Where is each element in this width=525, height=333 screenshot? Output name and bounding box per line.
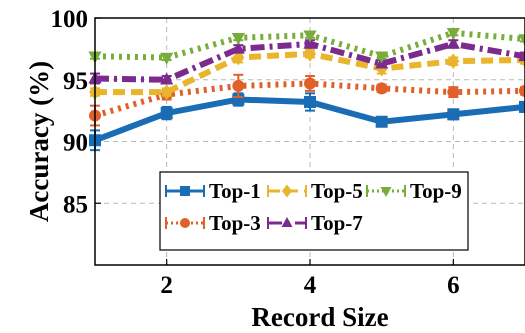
legend-item-top-1: Top-1 (165, 179, 261, 203)
legend-swatch-marker (282, 184, 292, 198)
series-top-5 (89, 46, 525, 100)
data-point (160, 84, 173, 100)
data-point (304, 46, 316, 62)
legend-label: Top-1 (209, 179, 261, 203)
tick-labels: 2 4 6 85 90 95 100 (51, 6, 460, 299)
data-point (232, 79, 245, 92)
series-top-7 (88, 36, 525, 85)
data-point (446, 36, 460, 49)
legend-label: Top-7 (311, 211, 363, 235)
legend: Top-1 Top-5 Top-9 Top-3 Top-7 (159, 171, 469, 251)
data-point (375, 115, 388, 128)
y-tick-label: 85 (63, 191, 88, 218)
data-point (518, 49, 525, 62)
data-point (231, 32, 245, 45)
y-tick-label: 95 (63, 68, 88, 95)
legend-swatch-marker (380, 187, 392, 197)
legend-swatch-marker (180, 218, 190, 228)
data-point (304, 95, 316, 108)
data-point (304, 77, 316, 90)
x-tick-label: 2 (160, 272, 173, 299)
legend-item-top-5: Top-5 (267, 179, 363, 203)
legend-label: Top-5 (311, 179, 363, 203)
data-point (303, 30, 317, 43)
data-point (447, 86, 460, 99)
legend-swatch-marker (180, 186, 190, 196)
x-tick-label: 4 (304, 272, 317, 299)
y-tick-label: 90 (63, 130, 88, 157)
data-point (375, 51, 389, 64)
legend-box (159, 171, 469, 251)
y-tick-label: 100 (51, 6, 89, 33)
legend-label: Top-9 (410, 179, 462, 203)
data-point (160, 52, 174, 65)
series-layer (88, 28, 525, 152)
data-point (447, 108, 460, 121)
data-point (160, 107, 173, 120)
data-point (160, 72, 174, 85)
legend-item-top-9: Top-9 (366, 179, 462, 203)
data-point (519, 84, 525, 97)
legend-item-top-7: Top-7 (267, 211, 363, 235)
data-point (518, 34, 525, 47)
x-axis-title: Record Size (251, 302, 388, 332)
series-top-9 (88, 28, 525, 65)
data-point (375, 82, 388, 95)
data-point (447, 53, 460, 70)
legend-item-top-3: Top-3 (165, 211, 261, 235)
data-point (303, 36, 317, 49)
plot-frame (94, 17, 525, 266)
data-point (519, 100, 525, 113)
x-tick-label: 6 (447, 272, 460, 299)
data-point (231, 41, 245, 54)
data-point (446, 28, 460, 41)
y-axis-title: Accuracy (%) (24, 61, 54, 222)
legend-swatch-marker (281, 217, 293, 227)
legend-label: Top-3 (209, 211, 261, 235)
